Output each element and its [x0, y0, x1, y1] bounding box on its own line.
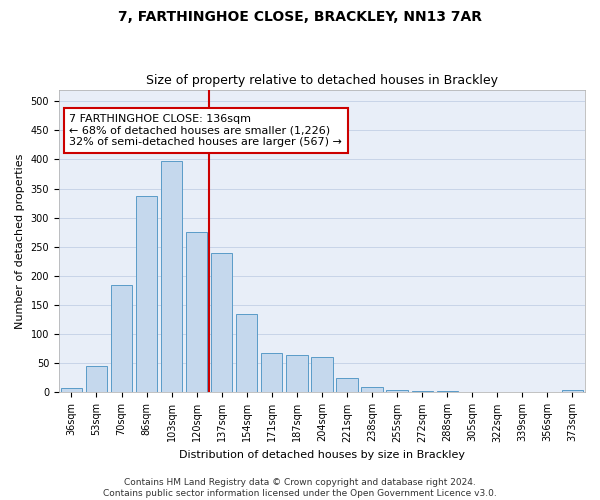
Bar: [111, 284, 132, 393]
Title: Size of property relative to detached houses in Brackley: Size of property relative to detached ho…: [146, 74, 498, 87]
Bar: [261, 353, 283, 393]
Bar: [86, 366, 107, 392]
Bar: [386, 390, 408, 392]
Bar: [186, 232, 208, 392]
Y-axis label: Number of detached properties: Number of detached properties: [15, 154, 25, 328]
Text: Contains HM Land Registry data © Crown copyright and database right 2024.
Contai: Contains HM Land Registry data © Crown c…: [103, 478, 497, 498]
Text: 7 FARTHINGHOE CLOSE: 136sqm
← 68% of detached houses are smaller (1,226)
32% of : 7 FARTHINGHOE CLOSE: 136sqm ← 68% of det…: [70, 114, 342, 147]
Bar: [161, 160, 182, 392]
Bar: [211, 252, 232, 392]
Bar: [136, 196, 157, 392]
Bar: [311, 358, 332, 392]
Text: 7, FARTHINGHOE CLOSE, BRACKLEY, NN13 7AR: 7, FARTHINGHOE CLOSE, BRACKLEY, NN13 7AR: [118, 10, 482, 24]
Bar: [337, 378, 358, 392]
Bar: [236, 314, 257, 392]
Bar: [562, 390, 583, 392]
Bar: [361, 386, 383, 392]
X-axis label: Distribution of detached houses by size in Brackley: Distribution of detached houses by size …: [179, 450, 465, 460]
Bar: [412, 390, 433, 392]
Bar: [286, 354, 308, 393]
Bar: [61, 388, 82, 392]
